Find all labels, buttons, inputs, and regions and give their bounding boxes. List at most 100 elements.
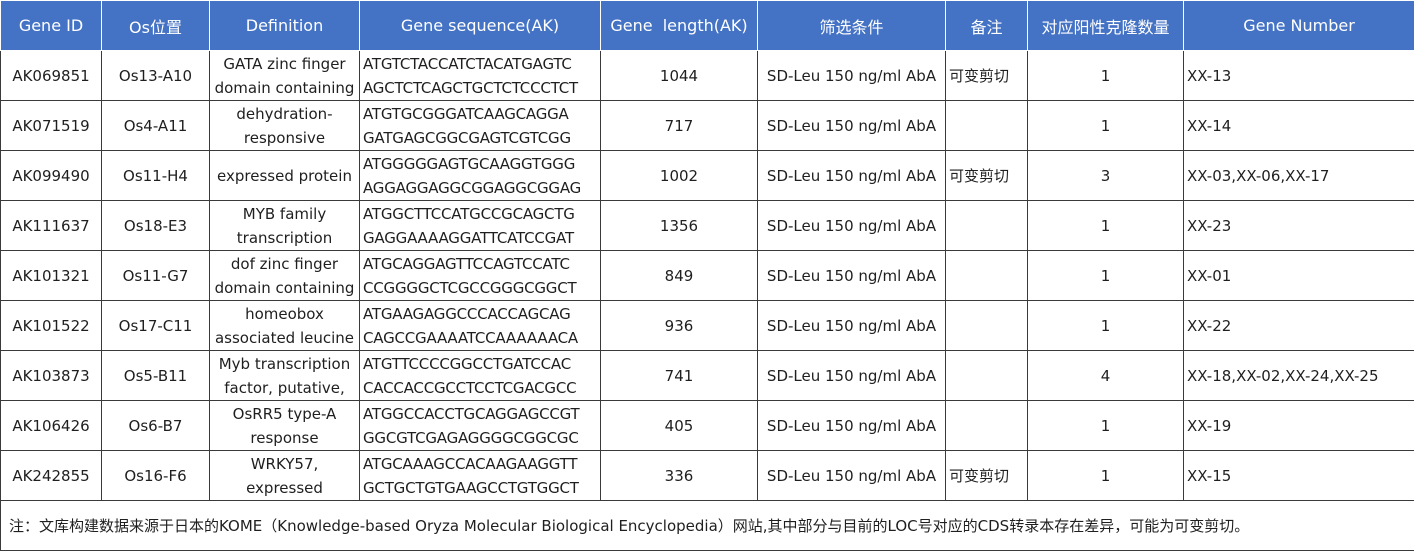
gene-id-cell: AK101321	[0, 250, 102, 301]
sequence-cell-line-1: ATGCAGGAGTTCCAGTCCATC	[363, 254, 570, 273]
sequence-cell-line-1: ATGGGGGAGTGCAAGGTGGG	[363, 154, 576, 173]
sequence-cell-line-1: ATGGCCACCTGCAGGAGCCGT	[363, 404, 580, 423]
header-definition: Definition	[209, 0, 360, 51]
table-row: AK099490 Os11-H4 expressed protein ATGGGGGA…	[0, 150, 1414, 201]
screening-condition-cell: SD-Leu 150 ng/ml AbA	[757, 250, 946, 301]
gene-id-cell: AK069851	[0, 50, 102, 101]
os-position-cell: Os11-H4	[101, 150, 210, 201]
sequence-cell: ATGAAGAGGCCCACCAGCAG CAGCCGAAAATCCAAAAAAC…	[359, 300, 601, 351]
sequence-cell-line-2: AGCTCTCAGCTGCTCTCCCTCT	[363, 78, 578, 97]
remark-cell	[945, 350, 1028, 401]
remark-cell: 可变剪切	[945, 50, 1028, 101]
positive-clones-cell: 1	[1027, 100, 1184, 151]
definition-cell: homeobox associated leucine	[209, 300, 360, 351]
definition-cell: WRKY57, expressed	[209, 450, 360, 501]
gene-number-cell: XX-22	[1183, 300, 1414, 351]
definition-cell-line-2: transcription	[236, 228, 333, 247]
os-position-cell: Os5-B11	[101, 350, 210, 401]
remark-cell	[945, 100, 1028, 151]
definition-cell-line-1: MYB family	[242, 204, 327, 223]
definition-cell-line-1: dof zinc finger	[230, 254, 339, 273]
gene-id-cell: AK242855	[0, 450, 102, 501]
gene-id-cell: AK103873	[0, 350, 102, 401]
note-row: 注：文库构建数据来源于日本的KOME（Knowledge-based Oryza…	[0, 500, 1414, 551]
sequence-cell: ATGTTCCCCGGCCTGATCCAC CACCACCGCCTCCTCGACG…	[359, 350, 601, 401]
gene-length-cell: 936	[600, 300, 758, 351]
positive-clones-cell: 4	[1027, 350, 1184, 401]
definition-cell: OsRR5 type-A response	[209, 400, 360, 451]
definition-cell-line-1: dehydration-	[236, 104, 333, 123]
screening-condition-cell: SD-Leu 150 ng/ml AbA	[757, 100, 946, 151]
remark-cell: 可变剪切	[945, 150, 1028, 201]
gene-id-cell: AK099490	[0, 150, 102, 201]
definition-cell-line-1: WRKY57,	[250, 454, 319, 473]
os-position-cell: Os18-E3	[101, 200, 210, 251]
screening-condition-cell: SD-Leu 150 ng/ml AbA	[757, 350, 946, 401]
header-gene-sequence: Gene sequence(AK)	[359, 0, 601, 51]
gene-number-cell: XX-23	[1183, 200, 1414, 251]
positive-clones-cell: 1	[1027, 200, 1184, 251]
gene-id-cell: AK071519	[0, 100, 102, 151]
definition-cell: dof zinc finger domain containing	[209, 250, 360, 301]
table-body: AK069851 Os13-A10 GATA zinc finger domain c…	[0, 50, 1414, 501]
table-row: AK103873 Os5-B11 Myb transcription factor, …	[0, 350, 1414, 401]
remark-cell	[945, 300, 1028, 351]
header-gene-id: Gene ID	[0, 0, 102, 51]
sequence-cell-line-1: ATGTCTACCATCTACATGAGTC	[363, 54, 572, 73]
definition-cell-line-1: GATA zinc finger	[223, 54, 346, 73]
gene-number-cell: XX-01	[1183, 250, 1414, 301]
gene-length-cell: 849	[600, 250, 758, 301]
sequence-cell-line-1: ATGCAAAGCCACAAGAAGGTT	[363, 454, 578, 473]
definition-cell-line-2: factor, putative,	[224, 378, 345, 397]
gene-length-cell: 1356	[600, 200, 758, 251]
gene-id-cell: AK111637	[0, 200, 102, 251]
definition-cell-line-2: associated leucine	[214, 328, 355, 347]
sequence-cell-line-2: CCGGGGCTCGCCGGGCGGCT	[363, 278, 577, 297]
header-positive-clones: 对应阳性克隆数量	[1027, 0, 1184, 51]
os-position-cell: Os4-A11	[101, 100, 210, 151]
definition-cell: MYB family transcription	[209, 200, 360, 251]
definition-cell-line-2: domain containing	[214, 278, 355, 297]
sequence-cell: ATGGCCACCTGCAGGAGCCGT GGCGTCGAGAGGGGCGGCG…	[359, 400, 601, 451]
sequence-cell: ATGGGGGAGTGCAAGGTGGG AGGAGGAGGCGGAGGCGGAG	[359, 150, 601, 201]
table-row: AK071519 Os4-A11 dehydration-responsive ATG…	[0, 100, 1414, 151]
gene-length-cell: 336	[600, 450, 758, 501]
definition-cell: dehydration-responsive	[209, 100, 360, 151]
table-note: 注：文库构建数据来源于日本的KOME（Knowledge-based Oryza…	[0, 500, 1414, 551]
screening-condition-cell: SD-Leu 150 ng/ml AbA	[757, 450, 946, 501]
sequence-cell-line-2: GAGGAAAAGGATTCATCCGAT	[363, 228, 574, 247]
sequence-cell: ATGCAGGAGTTCCAGTCCATC CCGGGGCTCGCCGGGCGGC…	[359, 250, 601, 301]
sequence-cell-line-2: GCTGCTGTGAAGCCTGTGGCT	[363, 478, 579, 497]
definition-cell: GATA zinc finger domain containing	[209, 50, 360, 101]
os-position-cell: Os11-G7	[101, 250, 210, 301]
screening-condition-cell: SD-Leu 150 ng/ml AbA	[757, 200, 946, 251]
sequence-cell-line-2: AGGAGGAGGCGGAGGCGGAG	[363, 178, 582, 197]
gene-id-cell: AK106426	[0, 400, 102, 451]
os-position-cell: Os13-A10	[101, 50, 210, 101]
gene-number-cell: XX-15	[1183, 450, 1414, 501]
table-row: AK242855 Os16-F6 WRKY57, expressed ATGCAAAGC…	[0, 450, 1414, 501]
table-row: AK111637 Os18-E3 MYB family transcription AT…	[0, 200, 1414, 251]
sequence-cell-line-1: ATGGCTTCCATGCCGCAGCTG	[363, 204, 575, 223]
positive-clones-cell: 1	[1027, 50, 1184, 101]
remark-cell	[945, 200, 1028, 251]
gene-length-cell: 1002	[600, 150, 758, 201]
sequence-cell: ATGTGCGGGATCAAGCAGGA GATGAGCGGCGAGTCGTCGG	[359, 100, 601, 151]
definition-cell-line-1: expressed protein	[217, 166, 352, 185]
table-row: AK106426 Os6-B7 OsRR5 type-A response ATGGCC…	[0, 400, 1414, 451]
table-header: Gene ID Os位置 Definition Gene sequence(AK…	[0, 0, 1414, 51]
gene-length-cell: 741	[600, 350, 758, 401]
gene-length-cell: 1044	[600, 50, 758, 101]
gene-number-cell: XX-14	[1183, 100, 1414, 151]
header-gene-number: Gene Number	[1183, 0, 1414, 51]
os-position-cell: Os16-F6	[101, 450, 210, 501]
header-os-position: Os位置	[101, 0, 210, 51]
gene-length-cell: 405	[600, 400, 758, 451]
gene-number-cell: XX-03,XX-06,XX-17	[1183, 150, 1414, 201]
header-remark: 备注	[945, 0, 1028, 51]
sequence-cell: ATGGCTTCCATGCCGCAGCTG GAGGAAAAGGATTCATCCG…	[359, 200, 601, 251]
sequence-cell-line-2: GGCGTCGAGAGGGGCGGCGC	[363, 428, 579, 447]
sequence-cell-line-1: ATGTGCGGGATCAAGCAGGA	[363, 104, 569, 123]
screening-condition-cell: SD-Leu 150 ng/ml AbA	[757, 50, 946, 101]
header-screening-condition: 筛选条件	[757, 0, 946, 51]
